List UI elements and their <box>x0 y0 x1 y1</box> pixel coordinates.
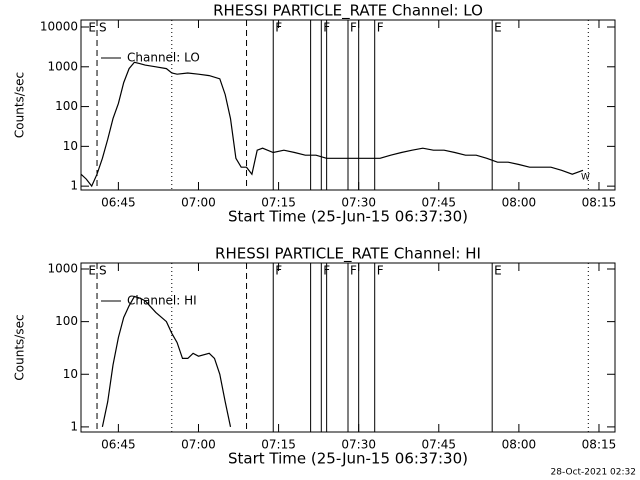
series-line <box>101 295 232 428</box>
y-tick-label: 1 <box>70 419 78 433</box>
event-label: F <box>350 21 357 35</box>
x-tick-label: 07:30 <box>341 438 376 452</box>
y-tick-label: 10 <box>63 367 78 381</box>
x-axis-label: Start Time (25-Jun-15 06:37:30) <box>228 208 468 226</box>
x-tick-label: 08:15 <box>582 438 617 452</box>
event-label: E <box>88 21 96 35</box>
event-label: E <box>494 264 502 278</box>
event-label: F <box>275 264 282 278</box>
x-axis-label: Start Time (25-Jun-15 06:37:30) <box>228 450 468 468</box>
x-tick-label: 07:45 <box>421 196 456 210</box>
event-label: E <box>88 264 96 278</box>
event-label: F <box>350 264 357 278</box>
x-tick-label: 07:00 <box>181 438 216 452</box>
y-axis-label: Counts/sec <box>13 314 27 380</box>
x-tick-label: 07:15 <box>261 196 296 210</box>
corner-note: W <box>581 173 590 183</box>
chart-title: RHESSI PARTICLE_RATE Channel: LO <box>213 2 483 21</box>
y-tick-label: 100 <box>55 314 78 328</box>
y-tick-label: 10 <box>63 139 78 153</box>
y-tick-label: 1000 <box>47 59 78 73</box>
x-tick-label: 06:45 <box>101 438 136 452</box>
x-tick-label: 08:00 <box>502 196 537 210</box>
event-label: E <box>494 21 502 35</box>
event-label: F <box>275 21 282 35</box>
y-tick-label: 1000 <box>47 261 78 275</box>
event-label: S <box>99 264 107 278</box>
event-label: F <box>377 264 384 278</box>
x-tick-label: 07:30 <box>341 196 376 210</box>
x-tick-label: 07:45 <box>421 438 456 452</box>
y-tick-label: 100 <box>55 99 78 113</box>
x-tick-label: 07:00 <box>181 196 216 210</box>
x-tick-label: 07:15 <box>261 438 296 452</box>
legend-label: Channel: LO <box>127 51 200 65</box>
y-axis-label: Counts/sec <box>13 72 27 138</box>
y-tick-label: 10000 <box>40 20 78 34</box>
chart-title: RHESSI PARTICLE_RATE Channel: HI <box>215 245 481 264</box>
series-line <box>80 61 584 188</box>
event-label: S <box>99 21 107 35</box>
x-tick-label: 08:15 <box>582 196 617 210</box>
timestamp: 28-Oct-2021 02:32 <box>551 468 636 478</box>
event-label: F <box>377 21 384 35</box>
y-tick-label: 1 <box>70 179 78 193</box>
x-tick-label: 08:00 <box>502 438 537 452</box>
x-tick-label: 06:45 <box>101 196 136 210</box>
legend-label: Channel: HI <box>127 294 197 308</box>
